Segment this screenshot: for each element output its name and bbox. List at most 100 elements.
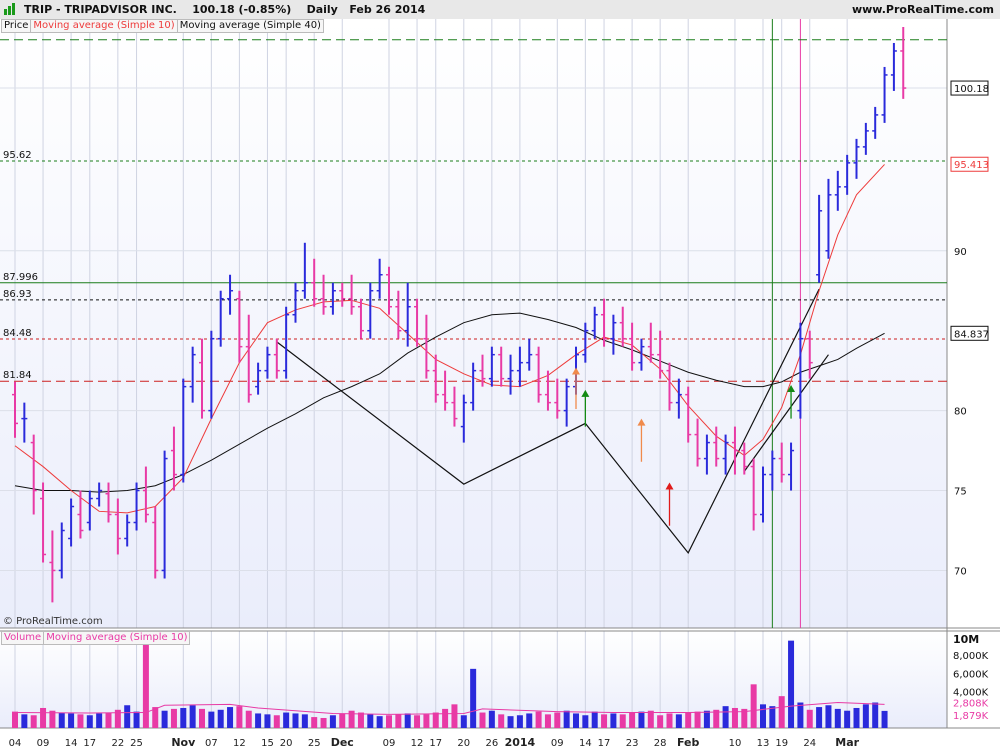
volume-legend: Volume Moving average (Simple 10): [1, 631, 191, 645]
ohlc-bar: [245, 314, 252, 403]
ohlc-bar: [442, 370, 449, 411]
volume-bar: [442, 708, 449, 728]
volume-bar: [666, 713, 673, 728]
volume-bar: [301, 714, 308, 728]
header-date: Feb 26 2014: [349, 3, 426, 16]
ohlc-bar: [722, 434, 729, 475]
x-tick-label: Mar: [835, 736, 859, 749]
volume-bar: [573, 713, 579, 728]
ohlc-bar: [189, 346, 196, 403]
volume-bar: [77, 714, 84, 728]
volume-bar: [685, 712, 692, 728]
ma10-value-label-box: [950, 156, 989, 172]
price-legend: Price Moving average (Simple 10) Moving …: [1, 19, 324, 33]
legend-price[interactable]: Price: [1, 19, 32, 33]
ohlc-bar: [760, 466, 766, 523]
volume-bar: [142, 637, 149, 728]
ohlc-bar: [227, 274, 234, 315]
price-panel-bg: [0, 19, 947, 628]
x-tick-label: 12: [233, 738, 246, 749]
x-tick-label: 17: [83, 738, 96, 749]
volume-bar: [40, 707, 47, 728]
ohlc-bar: [535, 346, 542, 403]
signal-arrow-head-icon: [787, 385, 796, 393]
prorealtime-logo-icon: [4, 3, 18, 15]
legend-ma40[interactable]: Moving average (Simple 40): [176, 19, 324, 33]
ohlc-bar: [526, 338, 533, 371]
volume-bar: [414, 715, 421, 728]
ohlc-bar: [769, 450, 776, 491]
ohlc-bar: [152, 506, 159, 579]
ohlc-bar: [862, 122, 869, 155]
y-tick-label: 80: [954, 407, 967, 418]
chart-header: TRIP - TRIPADVISOR INC. 100.18 (-0.85%) …: [0, 0, 1000, 20]
ohlc-bar: [498, 346, 505, 387]
ohlc-bar: [273, 338, 280, 379]
volume-bar: [357, 712, 364, 728]
volume-bar: [853, 707, 860, 728]
ohlc-bar: [320, 274, 327, 315]
level-label: 95.62: [3, 150, 32, 161]
volume-last-value-label: 1,879K: [953, 711, 989, 722]
level-label: 84.48: [3, 328, 32, 339]
ohlc-bar: [142, 466, 149, 523]
volume-bar: [703, 710, 710, 728]
x-tick-label: 20: [280, 738, 293, 749]
ohlc-bar: [199, 338, 205, 419]
x-tick-label: 14: [579, 738, 592, 749]
volume-bar: [816, 707, 823, 728]
legend-volume-ma[interactable]: Moving average (Simple 10): [43, 631, 191, 645]
ohlc-bar: [170, 426, 177, 491]
volume-bar: [638, 711, 645, 728]
ma10-value-label: 95.413: [954, 160, 989, 171]
x-tick-label: 2014: [505, 736, 536, 749]
volume-bar: [760, 704, 766, 728]
ohlc-bar: [236, 290, 243, 363]
ohlc-bar: [685, 386, 692, 443]
volume-bar: [788, 640, 795, 728]
ohlc-bar: [629, 322, 636, 371]
volume-bar: [432, 712, 439, 728]
ohlc-bar: [432, 354, 439, 403]
x-tick-label: 09: [37, 738, 50, 749]
ohlc-bar: [797, 322, 804, 419]
ohlc-bar: [414, 298, 421, 347]
ohlc-bar: [460, 394, 467, 443]
ohlc-bar: [544, 370, 551, 411]
volume-bar: [601, 714, 608, 728]
ohlc-bar: [872, 106, 879, 139]
ohlc-bar: [778, 442, 785, 483]
ohlc-bar: [376, 258, 383, 299]
volume-bar: [844, 710, 851, 728]
ohlc-bar: [488, 346, 495, 387]
ohlc-bar: [853, 138, 860, 179]
volume-bar: [386, 715, 392, 728]
ohlc-bar: [788, 442, 795, 491]
volume-bar: [488, 710, 495, 728]
legend-ma10[interactable]: Moving average (Simple 10): [30, 19, 178, 33]
x-tick-label: 09: [383, 738, 396, 749]
ma10-line: [14, 164, 885, 514]
volume-bar: [479, 712, 486, 728]
y-tick-label: 90: [954, 247, 967, 258]
site-link[interactable]: www.ProRealTime.com: [851, 3, 994, 16]
volume-bar: [563, 710, 570, 728]
level-label: 87.996: [3, 272, 38, 283]
x-tick-label: 07: [205, 738, 218, 749]
volume-bar: [320, 717, 327, 728]
x-tick-label: 19: [775, 738, 788, 749]
level-label: 81.84: [3, 370, 32, 381]
axis-bg: [947, 19, 1000, 728]
signal-arrow-head-icon: [665, 482, 674, 490]
volume-bar: [535, 711, 542, 728]
volume-bar: [86, 715, 93, 728]
volume-bar: [470, 668, 477, 728]
ohlc-bar: [713, 426, 720, 467]
volume-bar: [862, 704, 869, 728]
volume-bar: [516, 715, 523, 728]
ohlc-bar: [58, 522, 65, 579]
legend-volume[interactable]: Volume: [1, 631, 45, 645]
ma40-line: [14, 312, 885, 493]
